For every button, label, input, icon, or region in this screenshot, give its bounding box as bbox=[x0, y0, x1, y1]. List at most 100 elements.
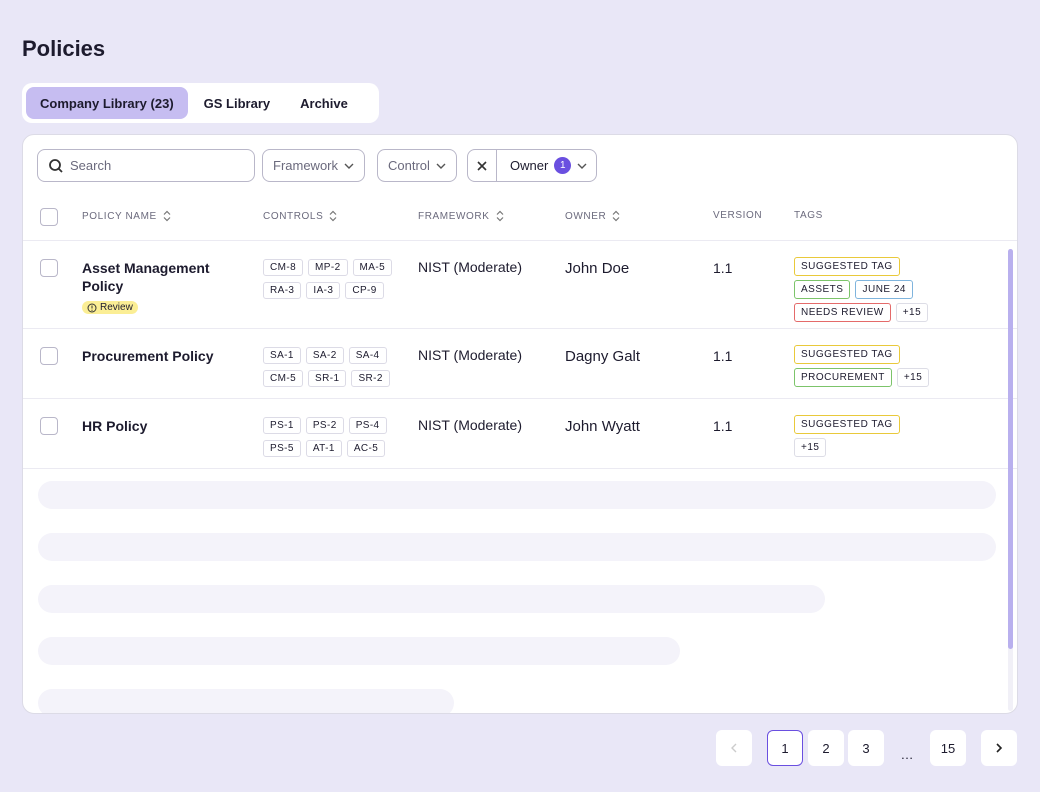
framework: NIST (Moderate) bbox=[418, 417, 522, 433]
loading-placeholder bbox=[38, 585, 825, 613]
page-button[interactable]: 3 bbox=[848, 730, 884, 766]
policy-cell: Asset Management Policy Review bbox=[82, 259, 232, 318]
tag: NEEDS REVIEW bbox=[794, 303, 891, 322]
column-label: TAGS bbox=[794, 210, 823, 221]
control-chip: SR-1 bbox=[308, 370, 347, 387]
tab[interactable]: Archive bbox=[300, 95, 348, 111]
filter-label: Framework bbox=[273, 158, 339, 173]
loading-placeholder bbox=[38, 533, 996, 561]
control-chip: SR-2 bbox=[351, 370, 390, 387]
control-chip: RA-3 bbox=[263, 282, 302, 299]
tag: PROCUREMENT bbox=[794, 368, 892, 387]
sort-icon bbox=[496, 210, 503, 222]
owner: Dagny Galt bbox=[565, 348, 641, 365]
column-header[interactable]: CONTROLS bbox=[263, 210, 337, 222]
alert-icon bbox=[87, 303, 97, 312]
owner: John Doe bbox=[565, 260, 630, 277]
tags-cell: SUGGESTED TAG ASSETS JUNE 24 NEEDS REVIEW +1… bbox=[794, 257, 934, 322]
filter-label: Control bbox=[388, 158, 430, 173]
control-chip: SA-4 bbox=[348, 347, 387, 364]
select-all-checkbox[interactable] bbox=[40, 208, 58, 226]
control-chip: PS-4 bbox=[348, 417, 387, 434]
loading-placeholder bbox=[38, 481, 996, 509]
column-label: FRAMEWORK bbox=[418, 210, 490, 222]
row-checkbox[interactable] bbox=[40, 347, 58, 365]
framework: NIST (Moderate) bbox=[418, 259, 522, 275]
control-chip: CM-8 bbox=[263, 259, 304, 276]
policy-table-card: Search Framework Control Owner 1 POLICY … bbox=[22, 134, 1018, 714]
tab[interactable]: Company Library (23) bbox=[26, 87, 188, 119]
tag: SUGGESTED TAG bbox=[794, 257, 900, 276]
control-chip: AC-5 bbox=[346, 440, 386, 457]
policy-name[interactable]: Asset Management Policy bbox=[82, 260, 210, 294]
version: 1.1 bbox=[713, 418, 733, 434]
prev-page-button bbox=[716, 730, 752, 766]
column-label: POLICY NAME bbox=[82, 210, 157, 222]
sort-icon bbox=[163, 210, 171, 222]
page-button[interactable]: 2 bbox=[808, 730, 844, 766]
filter-label: Owner bbox=[510, 158, 549, 173]
owner: John Wyatt bbox=[565, 418, 640, 435]
tag: ASSETS bbox=[794, 280, 851, 299]
row-checkbox[interactable] bbox=[40, 417, 58, 435]
clear-filter-button[interactable] bbox=[468, 150, 497, 181]
table-header: POLICY NAME CONTROLS FRAMEWORK OWNER VERSION… bbox=[23, 195, 1017, 241]
scrollbar-thumb[interactable] bbox=[1008, 249, 1013, 649]
page-button[interactable]: 15 bbox=[930, 730, 966, 766]
control-filter[interactable]: Control bbox=[377, 149, 457, 182]
scrollbar-track bbox=[1008, 249, 1013, 711]
table-row[interactable]: HR Policy PS-1 PS-2 PS-4 PS-5 AT-1 AC-5 NIST (M… bbox=[23, 399, 1017, 469]
tab-bar: Company Library (23) GS Library Archive bbox=[22, 83, 379, 123]
next-page-button[interactable] bbox=[981, 730, 1017, 766]
sort-icon bbox=[329, 210, 337, 222]
chevron-right bbox=[996, 743, 1003, 753]
column-header: TAGS bbox=[794, 210, 823, 221]
search-placeholder: Search bbox=[70, 158, 112, 173]
page-ellipsis: … bbox=[900, 747, 914, 762]
policy-name[interactable]: HR Policy bbox=[82, 418, 148, 434]
controls-cell: CM-8 MP-2 MA-5 RA-3 IA-3 CP-9 bbox=[263, 259, 398, 299]
control-chip: PS-1 bbox=[263, 417, 301, 434]
loading-placeholder bbox=[38, 637, 680, 665]
tag: +15 bbox=[896, 368, 930, 387]
control-chip: MP-2 bbox=[308, 259, 348, 276]
chevron-down bbox=[344, 163, 354, 169]
control-chip: AT-1 bbox=[305, 440, 342, 457]
framework: NIST (Moderate) bbox=[418, 347, 522, 363]
table-row[interactable]: Asset Management Policy Review CM-8 MP-2 MA-… bbox=[23, 241, 1017, 329]
tab[interactable]: GS Library bbox=[203, 95, 271, 111]
column-header: VERSION bbox=[713, 210, 762, 221]
control-chip: MA-5 bbox=[352, 259, 393, 276]
owner-filter[interactable]: Owner 1 bbox=[467, 149, 598, 182]
controls-cell: SA-1 SA-2 SA-4 CM-5 SR-1 SR-2 bbox=[263, 347, 398, 387]
version: 1.1 bbox=[713, 348, 733, 364]
chevron-left bbox=[731, 743, 737, 753]
row-checkbox[interactable] bbox=[40, 259, 58, 277]
page-title: Policies bbox=[22, 36, 106, 61]
controls-cell: PS-1 PS-2 PS-4 PS-5 AT-1 AC-5 bbox=[263, 417, 398, 457]
control-chip: PS-2 bbox=[305, 417, 344, 434]
table-row[interactable]: Procurement Policy SA-1 SA-2 SA-4 CM-5 SR-1 SR… bbox=[23, 329, 1017, 399]
chevron-down bbox=[577, 163, 587, 169]
framework-filter[interactable]: Framework bbox=[262, 149, 366, 182]
search-box[interactable]: Search bbox=[37, 149, 255, 182]
policy-name[interactable]: Procurement Policy bbox=[82, 348, 214, 364]
control-chip: CM-5 bbox=[263, 370, 304, 387]
tag: SUGGESTED TAG bbox=[794, 345, 900, 364]
column-header[interactable]: POLICY NAME bbox=[82, 210, 171, 222]
page-button[interactable]: 1 bbox=[767, 730, 803, 766]
policy-cell: HR Policy bbox=[82, 417, 232, 435]
review-badge: Review bbox=[82, 301, 138, 314]
policy-cell: Procurement Policy bbox=[82, 347, 232, 365]
control-chip: SA-2 bbox=[305, 347, 344, 364]
tags-cell: SUGGESTED TAG PROCUREMENT +15 bbox=[794, 345, 934, 387]
column-label: VERSION bbox=[713, 210, 763, 221]
tag: SUGGESTED TAG bbox=[794, 415, 900, 434]
column-header[interactable]: OWNER bbox=[565, 210, 620, 222]
column-header[interactable]: FRAMEWORK bbox=[418, 210, 504, 222]
chevron-down bbox=[436, 163, 446, 169]
tag: +15 bbox=[895, 303, 929, 322]
control-chip: SA-1 bbox=[263, 347, 301, 364]
column-label: OWNER bbox=[565, 210, 607, 222]
